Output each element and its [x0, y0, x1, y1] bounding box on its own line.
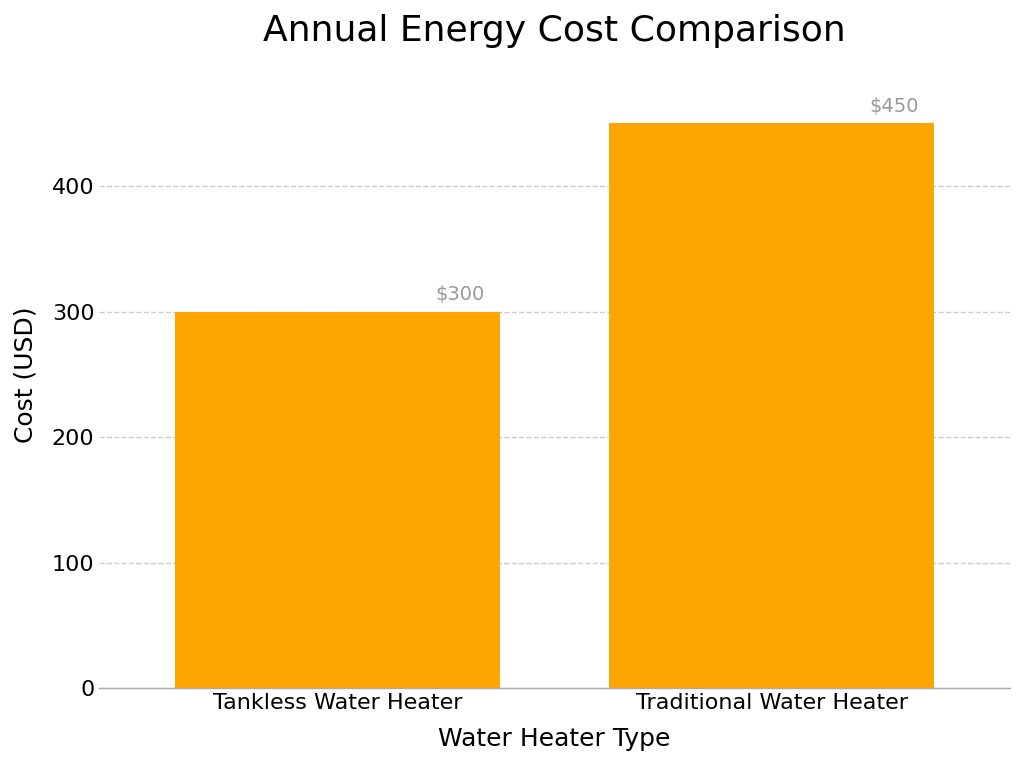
- Bar: [175, 311, 501, 688]
- Title: Annual Energy Cost Comparison: Annual Energy Cost Comparison: [263, 14, 846, 48]
- Text: $300: $300: [435, 285, 484, 304]
- Y-axis label: Cost (USD): Cost (USD): [14, 306, 38, 443]
- X-axis label: Water Heater Type: Water Heater Type: [438, 727, 671, 751]
- Bar: [609, 123, 934, 688]
- Text: $450: $450: [869, 96, 919, 116]
